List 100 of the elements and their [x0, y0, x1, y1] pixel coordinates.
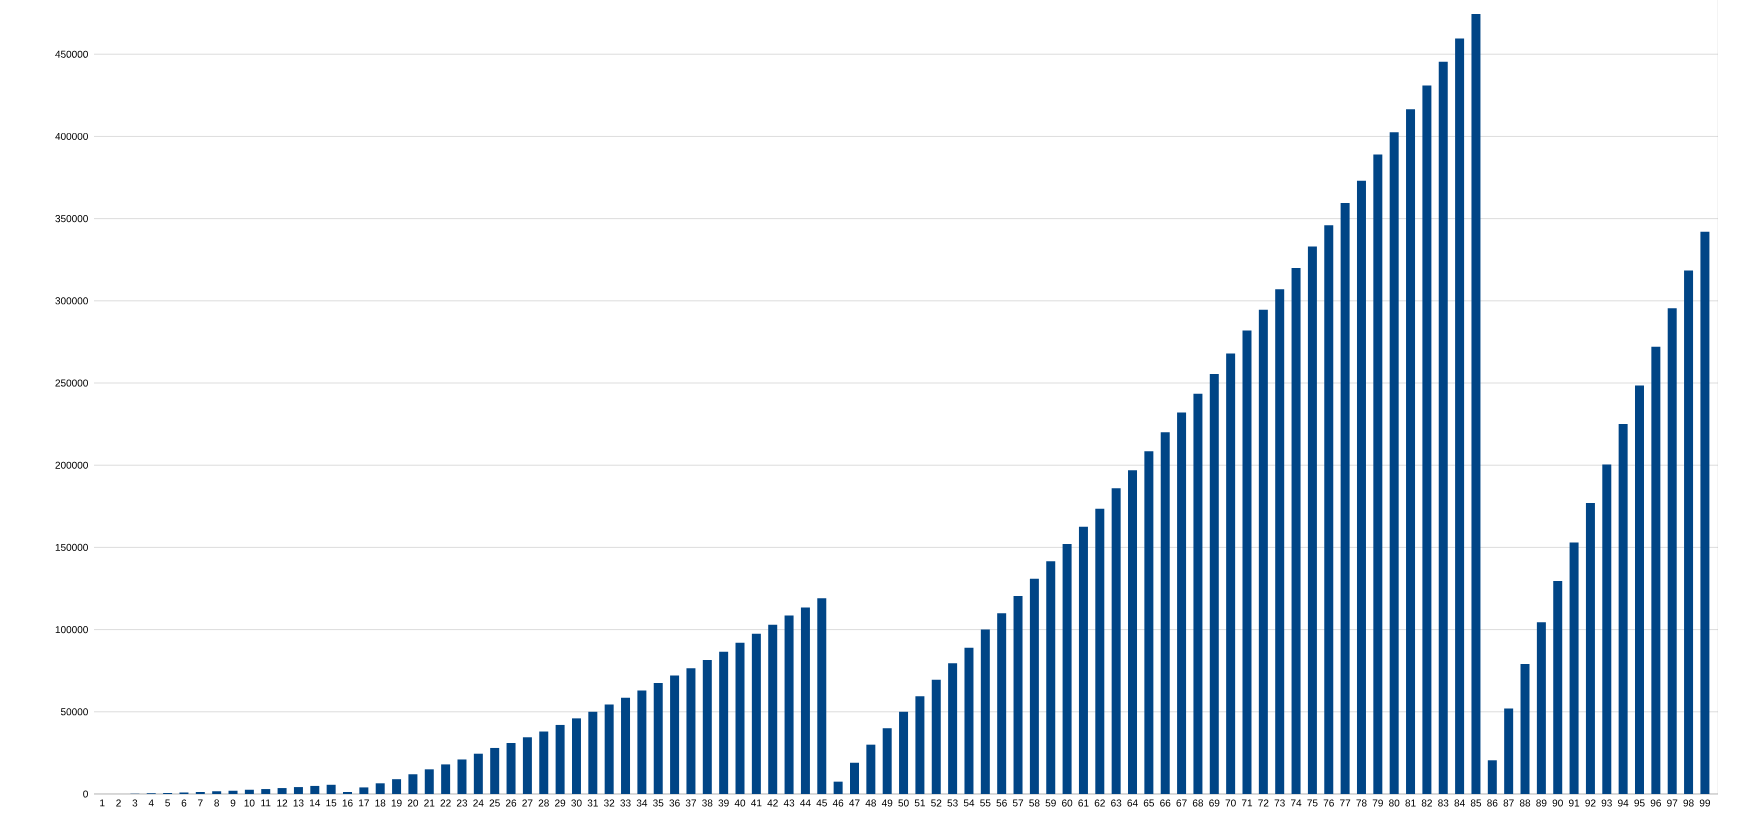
bar	[882, 728, 892, 794]
x-tick-label: 5	[165, 799, 170, 807]
bar	[212, 791, 222, 794]
x-tick-label: 64	[1127, 799, 1138, 807]
x-tick-label: 60	[1062, 799, 1073, 807]
x-tick-label: 80	[1389, 799, 1400, 807]
x-tick-label: 8	[214, 799, 220, 807]
x-tick-label: 90	[1552, 799, 1563, 807]
x-tick-label: 42	[767, 799, 778, 807]
bar	[375, 783, 385, 794]
x-tick-label: 63	[1111, 799, 1122, 807]
x-tick-label: 35	[653, 799, 664, 807]
bar	[1078, 526, 1088, 794]
x-tick-label: 94	[1618, 799, 1629, 807]
bar	[588, 711, 598, 794]
x-tick-label: 49	[881, 799, 893, 807]
bar	[1651, 346, 1661, 794]
x-tick-label: 81	[1405, 799, 1416, 807]
bar	[1128, 470, 1138, 794]
x-tick-label: 31	[587, 799, 598, 807]
bar	[1046, 561, 1056, 794]
x-tick-label: 16	[342, 799, 353, 807]
x-tick-label: 1	[100, 799, 105, 807]
x-tick-label: 6	[181, 799, 187, 807]
x-tick-label: 39	[718, 799, 729, 807]
bar	[1356, 180, 1366, 794]
x-tick-label: 75	[1307, 799, 1318, 807]
bar	[1226, 353, 1236, 794]
bar	[1602, 464, 1612, 794]
bar	[424, 769, 434, 794]
bar	[441, 764, 451, 794]
x-tick-label: 32	[603, 799, 615, 807]
bar	[800, 607, 810, 794]
x-tick-label: 38	[702, 799, 713, 807]
bar	[408, 774, 418, 794]
x-tick-label: 85	[1470, 799, 1482, 807]
bar	[1324, 225, 1334, 794]
x-tick-label: 33	[620, 799, 631, 807]
x-tick-label: 99	[1699, 799, 1711, 807]
x-tick-label: 23	[456, 799, 468, 807]
x-tick-label: 25	[489, 799, 500, 807]
bar	[473, 753, 483, 794]
bar	[948, 663, 958, 794]
x-tick-label: 74	[1291, 799, 1302, 807]
bar	[915, 696, 925, 794]
x-tick-label: 84	[1454, 799, 1465, 807]
x-tick-label: 86	[1487, 799, 1498, 807]
x-tick-label: 50	[898, 799, 909, 807]
x-tick-label: 19	[391, 799, 402, 807]
bar	[359, 787, 369, 794]
bar	[686, 668, 696, 794]
x-tick-label: 44	[800, 799, 811, 807]
bar	[228, 790, 238, 794]
bar	[1144, 451, 1154, 794]
x-tick-label: 59	[1045, 799, 1056, 807]
bar	[1406, 109, 1416, 794]
bar	[1291, 267, 1301, 794]
x-tick-label: 43	[783, 799, 795, 807]
bar	[735, 642, 745, 794]
x-tick-label: 89	[1536, 799, 1547, 807]
x-tick-label: 66	[1160, 799, 1171, 807]
x-tick-label: 9	[230, 799, 236, 807]
bar	[670, 675, 680, 794]
x-tick-label: 77	[1340, 799, 1351, 807]
y-tick-label: 50000	[60, 708, 88, 716]
bar	[1177, 412, 1187, 794]
bar	[964, 647, 974, 794]
x-tick-label: 14	[310, 799, 321, 807]
bar	[1667, 308, 1677, 794]
x-tick-label: 12	[277, 799, 288, 807]
x-tick-label: 3	[132, 799, 138, 807]
x-tick-label: 58	[1029, 799, 1040, 807]
x-tick-label: 61	[1078, 799, 1089, 807]
x-tick-label: 41	[751, 799, 762, 807]
bar	[522, 737, 532, 794]
x-tick-label: 88	[1519, 799, 1531, 807]
x-tick-label: 47	[849, 799, 860, 807]
bar	[457, 759, 467, 794]
x-tick-label: 37	[685, 799, 697, 807]
bar	[1307, 246, 1317, 794]
bar	[310, 785, 320, 794]
bar	[719, 651, 729, 794]
bar	[244, 789, 254, 794]
bar	[784, 615, 794, 794]
bar	[1422, 85, 1432, 794]
y-tick-label: 150000	[55, 543, 88, 551]
bar	[1340, 203, 1350, 794]
x-tick-label: 72	[1258, 799, 1269, 807]
y-tick-label: 100000	[55, 626, 88, 634]
bar	[604, 704, 614, 794]
x-tick-label: 28	[538, 799, 549, 807]
bar	[980, 629, 990, 794]
x-tick-label: 10	[244, 799, 255, 807]
bar	[277, 788, 287, 794]
x-tick-label: 46	[832, 799, 844, 807]
x-tick-label: 4	[148, 799, 154, 807]
bar	[833, 781, 843, 794]
bar	[817, 598, 827, 794]
x-tick-label: 67	[1176, 799, 1187, 807]
x-tick-label: 55	[980, 799, 991, 807]
